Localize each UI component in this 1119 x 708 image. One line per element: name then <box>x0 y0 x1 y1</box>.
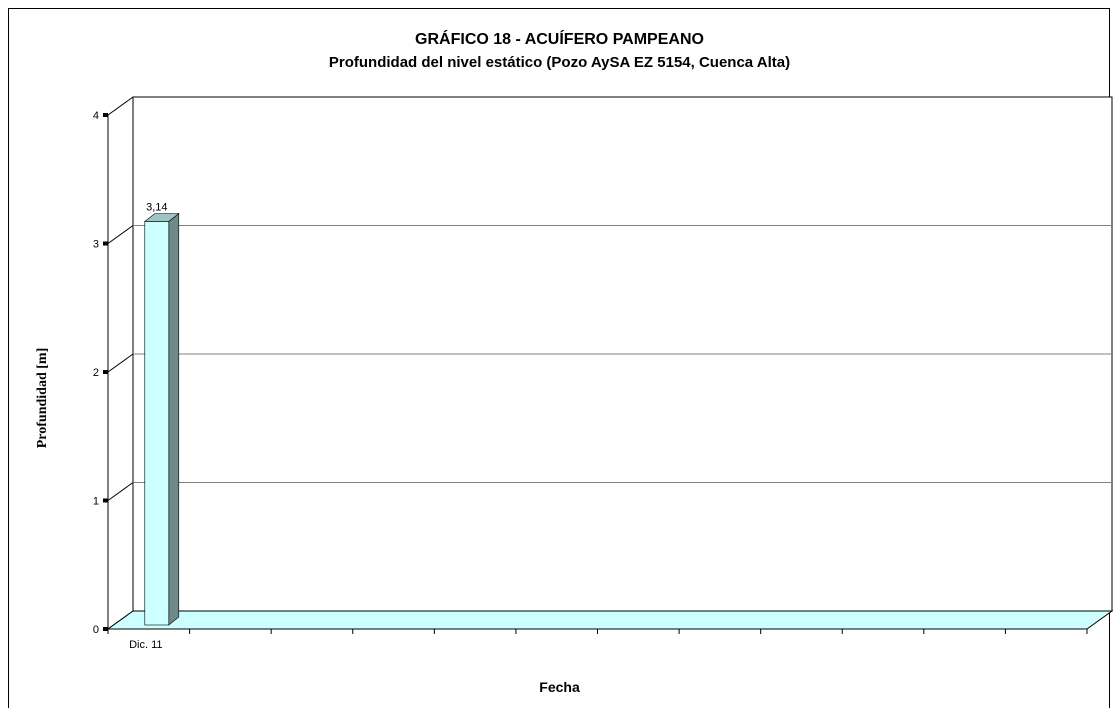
y-tick-mark <box>103 498 108 503</box>
y-tick-label: 0 <box>93 624 99 636</box>
y-axis-depth-connector <box>107 225 134 244</box>
y-axis-depth-connector <box>107 482 134 501</box>
bar-side <box>168 212 180 626</box>
y-tick-label: 3 <box>93 239 99 251</box>
y-axis-depth-connector <box>107 96 134 116</box>
x-tick-label: Dic. 11 <box>129 639 162 651</box>
y-axis-depth-connector <box>107 353 134 373</box>
y-tick-mark <box>103 241 108 246</box>
y-tick-mark <box>103 113 108 117</box>
chart-floor <box>106 610 1114 630</box>
x-axis-label: Fecha <box>539 679 580 695</box>
y-tick-mark <box>103 370 108 374</box>
y-tick-label: 1 <box>93 496 99 508</box>
bar-data-label: 3,14 <box>146 202 167 214</box>
bar <box>144 221 170 626</box>
y-tick-mark <box>103 627 108 631</box>
y-tick-label: 2 <box>93 367 99 379</box>
chart-title: GRÁFICO 18 - ACUÍFERO PAMPEANO <box>415 31 704 48</box>
chart-subtitle: Profundidad del nivel estático (Pozo AyS… <box>328 54 791 71</box>
y-tick-label: 4 <box>93 110 99 122</box>
